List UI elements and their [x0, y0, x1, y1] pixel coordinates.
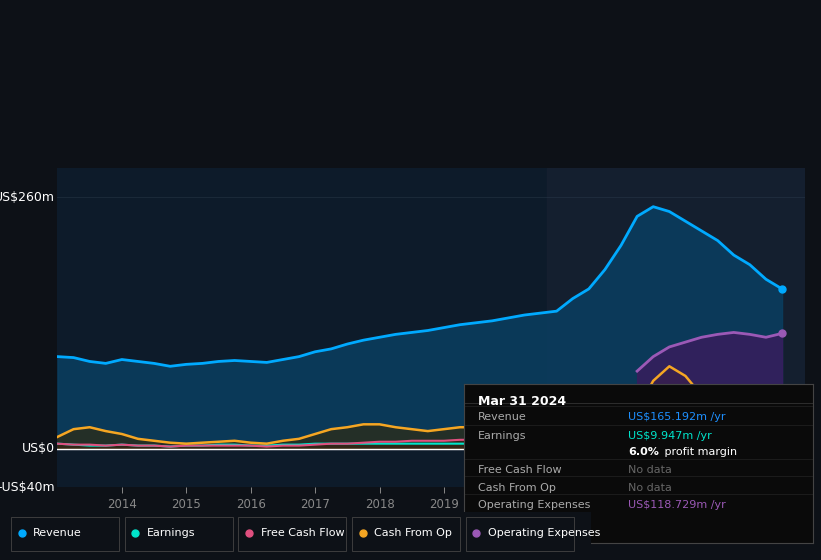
Text: No data: No data [628, 465, 672, 475]
Text: Revenue: Revenue [478, 412, 526, 422]
Text: Operating Expenses: Operating Expenses [478, 500, 590, 510]
Text: Free Cash Flow: Free Cash Flow [260, 529, 344, 538]
Text: -US$40m: -US$40m [0, 480, 55, 494]
Text: profit margin: profit margin [661, 447, 737, 458]
Text: Cash From Op: Cash From Op [478, 483, 556, 493]
Text: Earnings: Earnings [478, 432, 526, 441]
Text: US$0: US$0 [22, 442, 55, 455]
Text: US$118.729m /yr: US$118.729m /yr [628, 500, 726, 510]
Text: US$9.947m /yr: US$9.947m /yr [628, 432, 712, 441]
Text: Cash From Op: Cash From Op [374, 529, 452, 538]
Text: Operating Expenses: Operating Expenses [488, 529, 600, 538]
Text: 6.0%: 6.0% [628, 447, 658, 458]
Text: US$260m: US$260m [0, 190, 55, 203]
Text: Revenue: Revenue [34, 529, 82, 538]
Text: Earnings: Earnings [147, 529, 195, 538]
Text: US$165.192m /yr: US$165.192m /yr [628, 412, 726, 422]
Bar [547, 168, 805, 487]
Text: Free Cash Flow: Free Cash Flow [478, 465, 562, 475]
Text: No data: No data [628, 483, 672, 493]
Text: Mar 31 2024: Mar 31 2024 [478, 395, 566, 408]
